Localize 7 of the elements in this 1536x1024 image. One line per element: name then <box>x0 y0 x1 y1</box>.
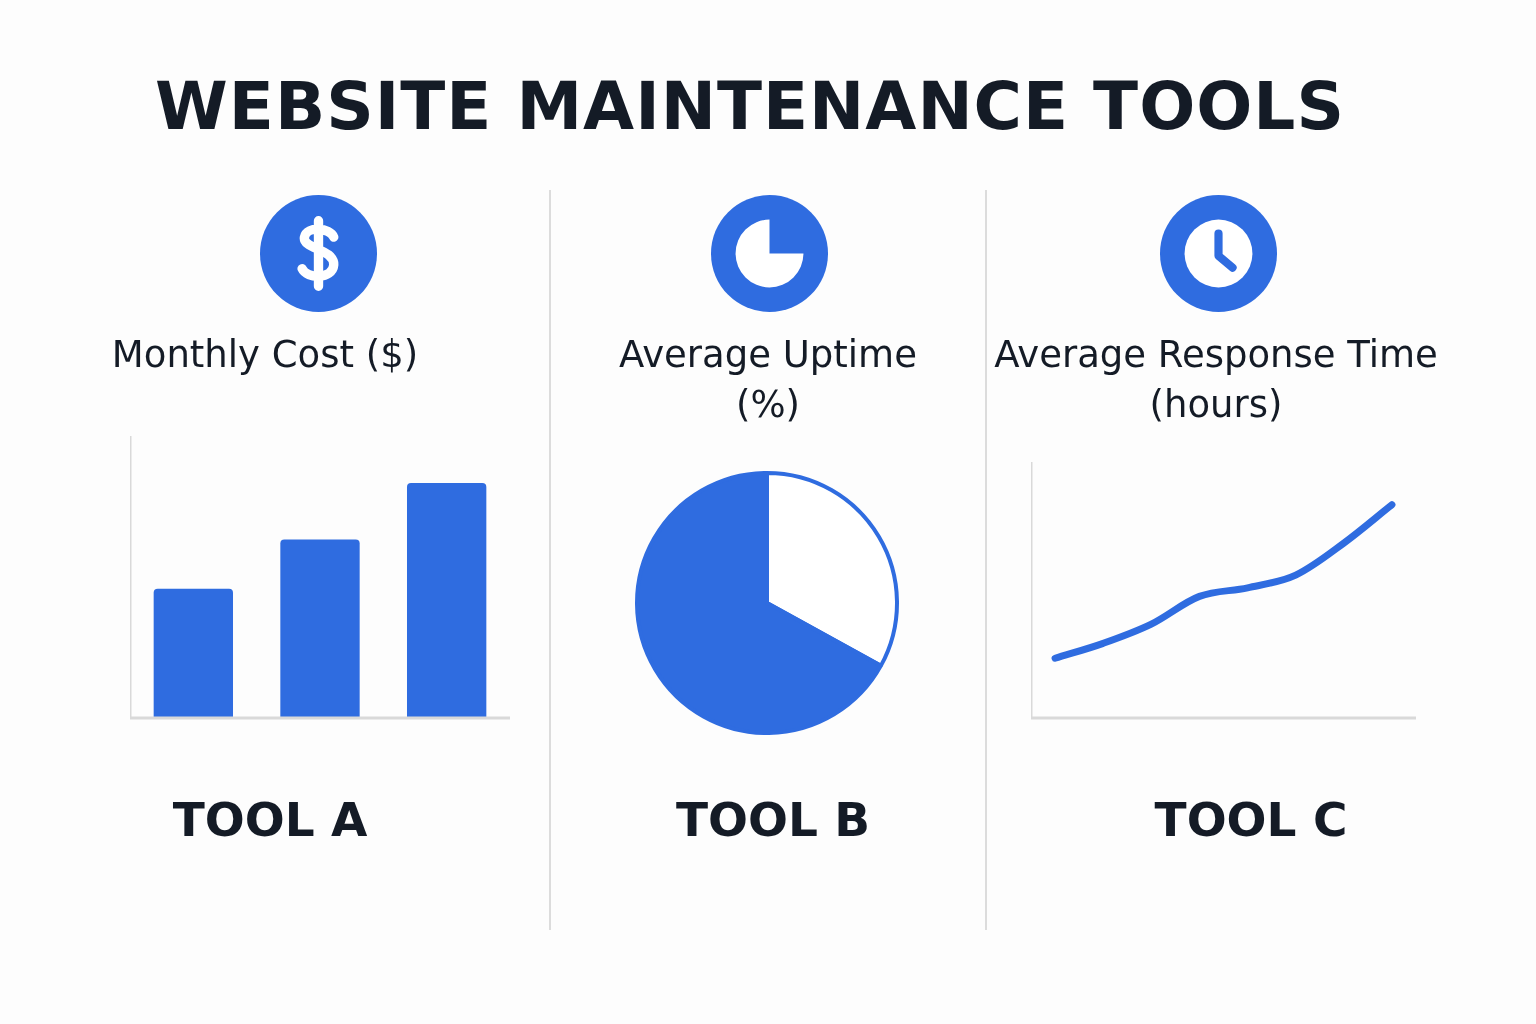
chart-title: Average Uptime (%) <box>618 332 918 428</box>
text: TOOL B <box>674 792 872 847</box>
chart-title: Monthly Cost ($) <box>110 332 420 378</box>
x-axis-title: TOOL C <box>1153 792 1349 847</box>
x-axis-title: TOOL A <box>171 792 369 847</box>
text: WEBSITE MAINTENANCE TOOLS <box>154 68 1346 145</box>
chart-title: Average Response Time (hours) <box>994 333 1438 426</box>
